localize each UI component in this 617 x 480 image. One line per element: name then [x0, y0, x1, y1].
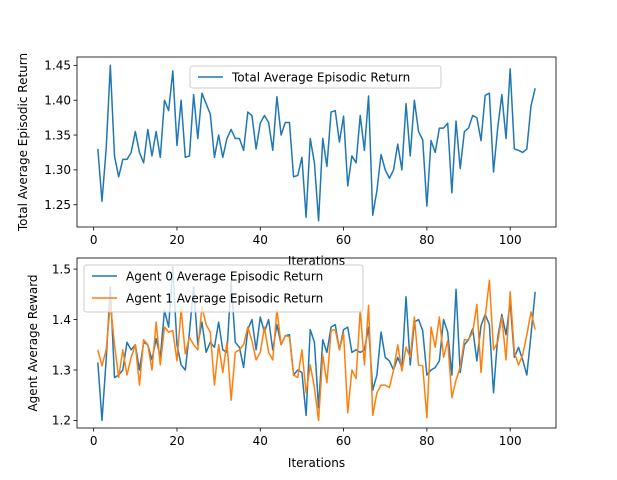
plot-frame — [76, 257, 557, 429]
x-tick-label: 0 — [90, 434, 98, 448]
x-axis-ticks: 0 20 40 60 80 100 — [90, 428, 522, 448]
chart-total-return: 0 20 40 60 80 100 1.251.301.351.401.45 Iterat… — [16, 53, 557, 268]
series-layer — [97, 64, 536, 222]
x-tick-label: 80 — [419, 233, 434, 247]
x-tick-label: 80 — [419, 434, 434, 448]
x-tick-label: 20 — [169, 233, 184, 247]
legend: Total Average Episodic Return — [189, 65, 442, 89]
y-axis-label: Agent Average Reward — [26, 274, 40, 411]
y-tick-label: 1.25 — [44, 198, 71, 212]
x-axis-ticks: 0 20 40 60 80 100 — [90, 227, 522, 247]
x-tick-label: 40 — [253, 434, 268, 448]
y-tick-label: 1.45 — [44, 59, 71, 73]
legend-box — [83, 264, 364, 313]
legend-entry-0: Agent 0 Average Episodic Return — [126, 269, 323, 283]
x-tick-label: 20 — [169, 434, 184, 448]
x-tick-label: 40 — [253, 233, 268, 247]
x-tick-label: 60 — [336, 434, 351, 448]
y-tick-label: 1.3 — [52, 363, 71, 377]
legend: Agent 0 Average Episodic Return Agent 1 A… — [83, 264, 364, 313]
plot-frame — [76, 56, 557, 228]
y-axis-ticks: 1.2 1.3 1.4 1.5 — [52, 262, 77, 428]
x-tick-label: 100 — [499, 233, 522, 247]
y-tick-label: 1.40 — [44, 93, 71, 107]
series-line-0 — [97, 64, 536, 222]
legend-box — [189, 65, 442, 89]
chart-agent-rewards: 0 20 40 60 80 100 1.2 1.3 1.4 1.5 Iterations Age… — [26, 257, 557, 470]
legend-entry-1: Agent 1 Average Episodic Return — [126, 291, 323, 305]
x-tick-label: 100 — [499, 434, 522, 448]
x-axis-label: Iterations — [288, 456, 345, 470]
x-tick-label: 60 — [336, 233, 351, 247]
y-axis-ticks: 1.25 1.30 1.35 1.40 1.45 — [44, 59, 77, 212]
y-tick-label: 1.2 — [52, 414, 71, 428]
y-tick-label: 1.30 — [44, 163, 71, 177]
x-tick-label: 0 — [90, 233, 98, 247]
y-axis-label: Total Average Episodic Return — [16, 53, 30, 232]
y-tick-label: 1.35 — [44, 128, 71, 142]
y-tick-label: 1.4 — [52, 313, 71, 327]
y-tick-label: 1.5 — [52, 262, 71, 276]
series-line-1 — [97, 279, 536, 422]
legend-entry-0: Total Average Episodic Return — [231, 70, 410, 84]
